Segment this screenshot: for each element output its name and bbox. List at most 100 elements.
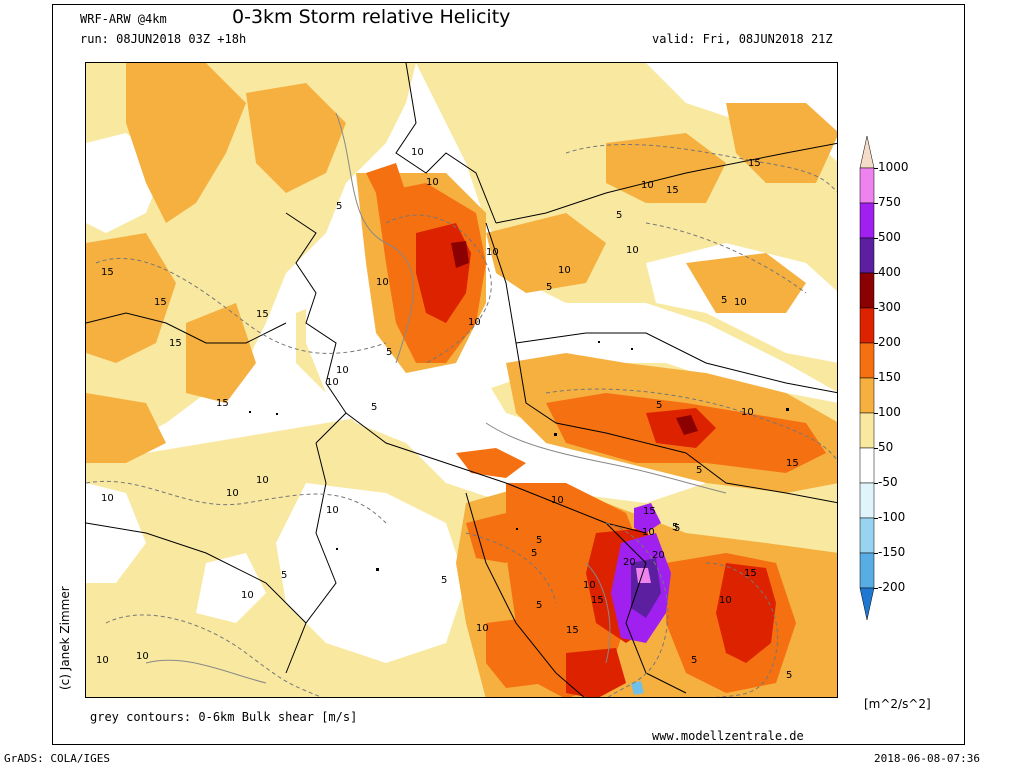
contour-label: 10 bbox=[719, 595, 732, 606]
contour-label: 15 bbox=[566, 625, 579, 636]
grads-label: GrADS: COLA/IGES bbox=[4, 752, 110, 765]
contour-label: 5 bbox=[336, 201, 342, 212]
contour-label: 15 bbox=[154, 297, 167, 308]
colorbar-tick bbox=[874, 413, 878, 414]
contour-label: 5 bbox=[536, 535, 542, 546]
map-canvas: 15 15 15 15 15 10 10 5 10 10 10 10 10 5 … bbox=[86, 63, 837, 697]
contour-label: 15 bbox=[216, 398, 229, 409]
contour-label: 15 bbox=[786, 458, 799, 469]
contour-label: 10 bbox=[136, 651, 149, 662]
contour-label: 10 bbox=[558, 265, 571, 276]
contour-label: 15 bbox=[744, 568, 757, 579]
contour-label: 10 bbox=[486, 247, 499, 258]
colorbar-tick bbox=[874, 448, 878, 449]
contour-label: 10 bbox=[626, 245, 639, 256]
contour-label: 5 bbox=[672, 522, 678, 533]
colorbar-tick bbox=[874, 553, 878, 554]
colorbar-tick bbox=[874, 308, 878, 309]
chart-title: 0-3km Storm relative Helicity bbox=[232, 6, 511, 28]
colorbar-tick-label: 500 bbox=[878, 230, 901, 244]
contour-label: 10 bbox=[468, 317, 481, 328]
colorbar-tick bbox=[874, 238, 878, 239]
colorbar-tick-label: 300 bbox=[878, 300, 901, 314]
colorbar-tick bbox=[874, 203, 878, 204]
coastlines-borders bbox=[86, 63, 837, 697]
colorbar-bottom-arrow bbox=[859, 587, 875, 621]
colorbar-tick-label: -100 bbox=[878, 510, 906, 524]
contour-label: 5 bbox=[616, 210, 622, 221]
contour-label: 10 bbox=[642, 527, 655, 538]
contour-label: 10 bbox=[326, 505, 339, 516]
colorbar-band bbox=[859, 412, 875, 449]
contour-label: 10 bbox=[411, 147, 424, 158]
helicity-map: 15 15 15 15 15 10 10 5 10 10 10 10 10 5 … bbox=[85, 62, 838, 698]
contour-label: 5 bbox=[691, 655, 697, 666]
contour-label: 10 bbox=[476, 623, 489, 634]
contour-label: 10 bbox=[326, 377, 339, 388]
colorbar-band bbox=[859, 517, 875, 554]
colorbar-band bbox=[859, 167, 875, 204]
contour-label: 10 bbox=[226, 488, 239, 499]
contour-label: 5 bbox=[371, 402, 377, 413]
contour-label: 5 bbox=[721, 295, 727, 306]
contour-label: 5 bbox=[656, 400, 662, 411]
colorbar-band bbox=[859, 447, 875, 484]
colorbar-band bbox=[859, 342, 875, 379]
contour-label: 10 bbox=[96, 655, 109, 666]
contour-labels: 15 15 15 15 15 10 10 5 10 10 10 10 10 5 … bbox=[96, 147, 799, 681]
contour-label: 5 bbox=[786, 670, 792, 681]
colorbar-tick-label: -150 bbox=[878, 545, 906, 559]
colorbar-tick-label: -200 bbox=[878, 580, 906, 594]
colorbar-band bbox=[859, 237, 875, 274]
contour-label: 10 bbox=[241, 590, 254, 601]
city-markers bbox=[249, 341, 789, 571]
contour-label: 10 bbox=[734, 297, 747, 308]
contour-label: 15 bbox=[666, 185, 679, 196]
contour-label: 5 bbox=[696, 465, 702, 476]
timestamp-label: 2018-06-08-07:36 bbox=[874, 752, 980, 765]
contour-label: 10 bbox=[376, 277, 389, 288]
colorbar-tick-label: 200 bbox=[878, 335, 901, 349]
contour-label: 5 bbox=[536, 600, 542, 611]
contour-label: 15 bbox=[591, 595, 604, 606]
contour-label: 10 bbox=[336, 365, 349, 376]
colorbar-tick bbox=[874, 588, 878, 589]
colorbar-tick bbox=[874, 378, 878, 379]
colorbar-graphic bbox=[859, 135, 875, 621]
bulk-shear-contours bbox=[86, 143, 837, 697]
helicity-400-plus-areas bbox=[611, 503, 671, 695]
contour-label: 15 bbox=[101, 267, 114, 278]
colorbar-band bbox=[859, 377, 875, 414]
colorbar-band bbox=[859, 272, 875, 309]
contour-label: 15 bbox=[169, 338, 182, 349]
colorbar-tick-label: 50 bbox=[878, 440, 894, 454]
colorbar-tick bbox=[874, 343, 878, 344]
contour-label: 5 bbox=[281, 570, 287, 581]
contour-label: 15 bbox=[748, 158, 761, 169]
colorbar-tick bbox=[874, 168, 878, 169]
contour-label: 20 bbox=[652, 550, 665, 561]
contour-label: 10 bbox=[583, 580, 596, 591]
contour-label: 5 bbox=[531, 548, 537, 559]
colorbar-band bbox=[859, 307, 875, 344]
colorbar-unit: [m^2/s^2] bbox=[864, 697, 931, 711]
colorbar-band bbox=[859, 482, 875, 519]
colorbar-tick-label: 150 bbox=[878, 370, 901, 384]
model-label: WRF-ARW @4km bbox=[80, 12, 167, 26]
colorbar-tick-label: 1000 bbox=[878, 160, 909, 174]
contour-label: 10 bbox=[551, 495, 564, 506]
contour-label: 5 bbox=[441, 575, 447, 586]
contour-label: 10 bbox=[256, 475, 269, 486]
colorbar-tick-label: 400 bbox=[878, 265, 901, 279]
colorbar bbox=[856, 135, 886, 628]
contour-label: 5 bbox=[674, 523, 680, 534]
colorbar-top-arrow bbox=[859, 135, 875, 169]
contour-label: 5 bbox=[546, 282, 552, 293]
website-label: www.modellzentrale.de bbox=[652, 729, 804, 743]
colorbar-tick bbox=[874, 273, 878, 274]
colorbar-tick bbox=[874, 518, 878, 519]
colorbar-tick-label: 750 bbox=[878, 195, 901, 209]
contour-label: 15 bbox=[643, 506, 656, 517]
contour-label: 10 bbox=[426, 177, 439, 188]
valid-label: valid: Fri, 08JUN2018 21Z bbox=[652, 32, 833, 46]
